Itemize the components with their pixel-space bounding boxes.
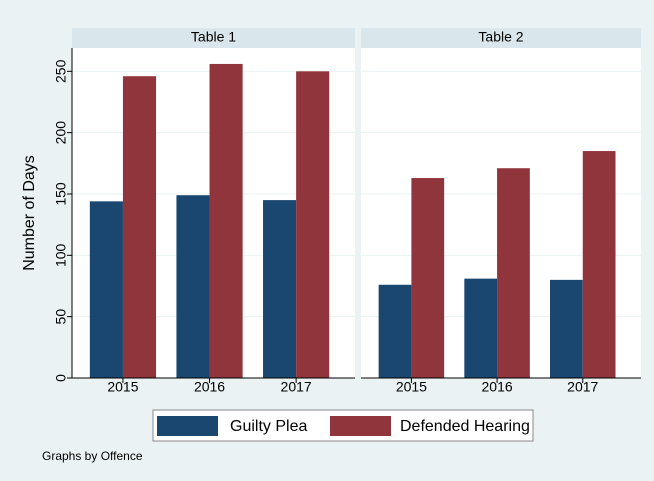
panel-title: Table 1 [191, 29, 236, 45]
bar [122, 76, 157, 379]
y-tick-label: 50 [53, 309, 69, 325]
panel-title: Table 2 [478, 29, 523, 45]
note: Graphs by Offence [42, 449, 143, 463]
x-tick-label: 2015 [396, 379, 427, 395]
legend-label: Defended Hearing [400, 418, 530, 435]
bar [378, 284, 412, 378]
x-tick-label: 2017 [281, 379, 312, 395]
bar [209, 63, 243, 378]
x-tick-label: 2016 [194, 379, 225, 395]
x-tick-label: 2017 [567, 379, 598, 395]
legend-key [157, 416, 218, 436]
panel-title-strip [361, 28, 641, 48]
bar [176, 195, 210, 378]
x-tick-label: 2015 [107, 379, 138, 395]
bar [464, 278, 498, 378]
y-tick-label: 250 [53, 59, 69, 83]
bar [497, 168, 530, 378]
bar [296, 71, 330, 379]
y-tick-label: 200 [53, 121, 69, 145]
y-axis-label: Number of Days [21, 155, 38, 271]
y-tick-label: 150 [53, 182, 69, 206]
bar [582, 151, 616, 378]
legend-key [330, 416, 391, 436]
bar [411, 178, 445, 378]
y-tick-label: 0 [53, 374, 69, 382]
panel-title-strip [72, 28, 355, 48]
bar [89, 201, 123, 378]
bar [550, 279, 583, 378]
bar [263, 200, 297, 378]
legend-label: Guilty Plea [230, 418, 307, 435]
y-tick-label: 100 [53, 243, 69, 267]
x-tick-label: 2016 [482, 379, 513, 395]
